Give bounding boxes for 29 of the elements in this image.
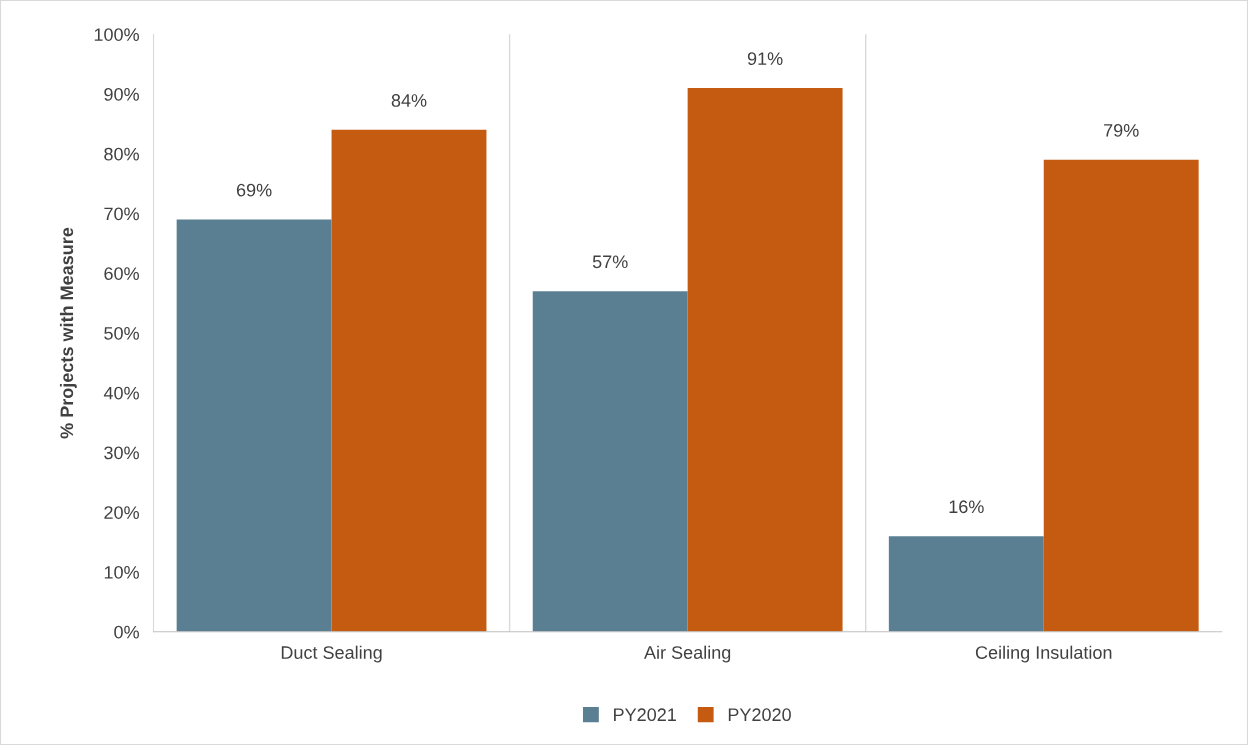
y-tick-label: 10%: [104, 565, 139, 579]
y-tick-label: 60%: [104, 267, 139, 280]
y-tick-label: 50%: [104, 326, 139, 340]
y-tick-label: 40%: [103, 386, 139, 400]
data-label: 84%: [391, 94, 427, 107]
x-tick-label: Air Sealing: [644, 645, 731, 663]
y-tick-label: 30%: [104, 446, 139, 460]
bar: [888, 536, 1044, 632]
legend-label: PY2021: [614, 708, 676, 722]
bar: [331, 129, 487, 632]
data-label: 69%: [236, 183, 272, 197]
bar: [532, 291, 688, 632]
bar: [176, 219, 332, 632]
y-tick-label: 90%: [104, 87, 139, 101]
bar: [1043, 159, 1199, 632]
data-label: 79%: [1104, 123, 1139, 137]
data-label: 57%: [592, 255, 628, 269]
x-tick-label: Duct Sealing: [281, 645, 382, 663]
y-axis-title: % Projects with Measure: [59, 227, 77, 439]
bar: [687, 88, 843, 632]
x-tick-label: Ceiling Insulation: [975, 645, 1112, 663]
data-label: 16%: [949, 500, 984, 514]
legend-label: PY2020: [728, 708, 791, 722]
y-tick-label: 70%: [104, 207, 139, 221]
y-tick-label: 20%: [104, 506, 139, 519]
y-tick-label: 100%: [94, 28, 139, 41]
data-label: 91%: [747, 52, 783, 66]
y-tick-label: 80%: [104, 147, 139, 161]
y-tick-label: 0%: [114, 625, 139, 639]
